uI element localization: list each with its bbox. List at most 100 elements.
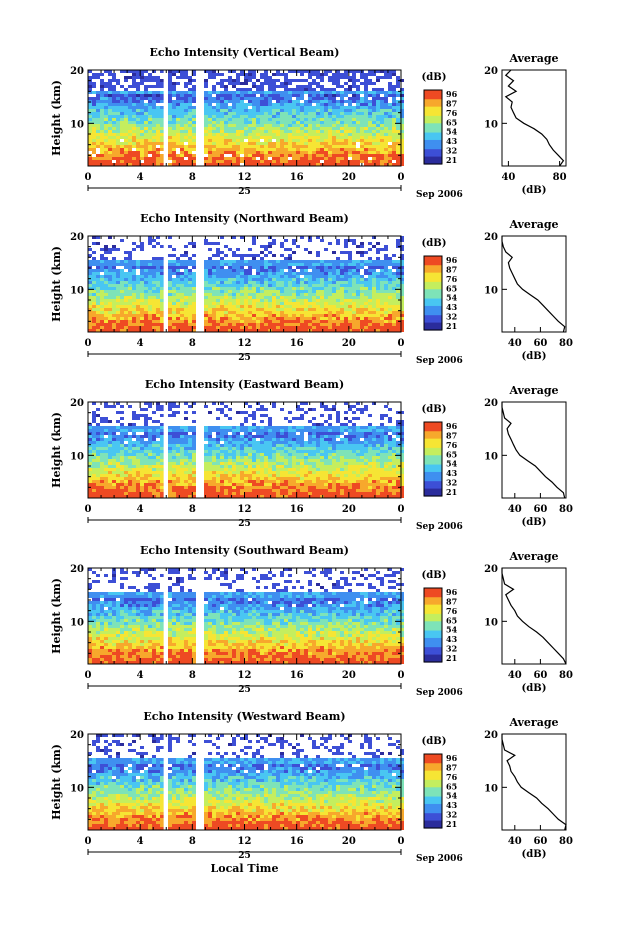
heatmap-cell (188, 269, 192, 272)
heatmap-cell (364, 284, 368, 287)
heatmap-cell (228, 79, 232, 82)
heatmap-cell (148, 124, 152, 127)
heatmap-cell (256, 432, 260, 435)
heatmap-cell (108, 79, 112, 82)
heatmap-cell (224, 115, 228, 118)
heatmap-cell (124, 76, 128, 79)
heatmap-cell (136, 88, 140, 91)
heatmap-cell (332, 112, 336, 115)
heatmap-cell (260, 94, 264, 97)
heatmap-cell (296, 121, 300, 124)
heatmap-cell (156, 242, 160, 245)
heatmap-cell (328, 317, 332, 320)
heatmap-cell (116, 130, 120, 133)
heatmap-cell (268, 438, 272, 441)
heatmap-cell (324, 272, 328, 275)
heatmap-cell (332, 91, 336, 94)
heatmap-cell (348, 148, 352, 151)
heatmap-cell (280, 260, 284, 263)
heatmap-cell (100, 121, 104, 124)
heatmap-cell (264, 142, 268, 145)
heatmap-cell (368, 127, 372, 130)
heatmap-cell (148, 236, 152, 239)
heatmap-cell (256, 272, 260, 275)
heatmap-cell (368, 302, 372, 305)
heatmap-cell (348, 275, 352, 278)
heatmap-cell (224, 320, 228, 323)
heatmap-cell (188, 311, 192, 314)
heatmap-cell (280, 139, 284, 142)
heatmap-cell (224, 311, 228, 314)
heatmap-cell (160, 441, 164, 444)
heatmap-cell (128, 136, 132, 139)
heatmap-cell (184, 94, 188, 97)
heatmap-cell (300, 109, 304, 112)
heatmap-cell (172, 121, 176, 124)
colorbar-swatch (424, 311, 442, 314)
heatmap-cell (152, 263, 156, 266)
heatmap-cell (140, 151, 144, 154)
heatmap-cell (344, 423, 348, 426)
heatmap-cell (344, 411, 348, 414)
heatmap-cell (260, 320, 264, 323)
heatmap-cell (224, 130, 228, 133)
heatmap-cell (348, 290, 352, 293)
heatmap-cell (180, 299, 184, 302)
heatmap-cell (356, 275, 360, 278)
heatmap-cell (256, 254, 260, 257)
heatmap-cell (192, 426, 196, 429)
heatmap-cell (396, 94, 400, 97)
heatmap-cell (364, 103, 368, 106)
heatmap-cell (268, 290, 272, 293)
heatmap-cell (100, 417, 104, 420)
heatmap-cell (384, 429, 388, 432)
heatmap-cell (156, 408, 160, 411)
heatmap-cell (328, 88, 332, 91)
colorbar-swatch (424, 125, 442, 128)
heatmap-cell (316, 432, 320, 435)
heatmap-cell (132, 293, 136, 296)
heatmap-cell (100, 142, 104, 145)
heatmap-cell (328, 272, 332, 275)
heatmap-cell (296, 103, 300, 106)
heatmap-cell (320, 296, 324, 299)
heatmap-cell (152, 314, 156, 317)
heatmap-cell (112, 257, 116, 260)
heatmap-cell (88, 429, 92, 432)
heatmap-cell (136, 70, 140, 73)
heatmap-cell (320, 112, 324, 115)
heatmap-cell (112, 314, 116, 317)
heatmap-cell (360, 106, 364, 109)
heatmap-cell (288, 142, 292, 145)
heatmap-cell (96, 290, 100, 293)
heatmap-cell (364, 302, 368, 305)
heatmap-cell (96, 441, 100, 444)
heatmap-cell (304, 160, 308, 163)
heatmap-cell (236, 320, 240, 323)
heatmap-cell (284, 287, 288, 290)
heatmap-cell (160, 127, 164, 130)
heatmap-cell (276, 160, 280, 163)
heatmap-cell (388, 272, 392, 275)
heatmap-cell (120, 142, 124, 145)
heatmap-cell (388, 323, 392, 326)
heatmap-cell (264, 145, 268, 148)
heatmap-cell (360, 317, 364, 320)
heatmap-cell (316, 269, 320, 272)
heatmap-cell (132, 118, 136, 121)
heatmap-cell (112, 281, 116, 284)
heatmap-cell (316, 435, 320, 438)
heatmap-cell (244, 438, 248, 441)
heatmap-cell (204, 275, 208, 278)
heatmap-cell (192, 275, 196, 278)
heatmap (88, 236, 404, 332)
heatmap-cell (100, 284, 104, 287)
heatmap-cell (344, 263, 348, 266)
heatmap-cell (168, 432, 172, 435)
heatmap-cell (284, 311, 288, 314)
heatmap-cell (276, 145, 280, 148)
heatmap-cell (300, 287, 304, 290)
profile-frame (501, 235, 567, 333)
heatmap-cell (260, 438, 264, 441)
heatmap-cell (236, 163, 240, 166)
